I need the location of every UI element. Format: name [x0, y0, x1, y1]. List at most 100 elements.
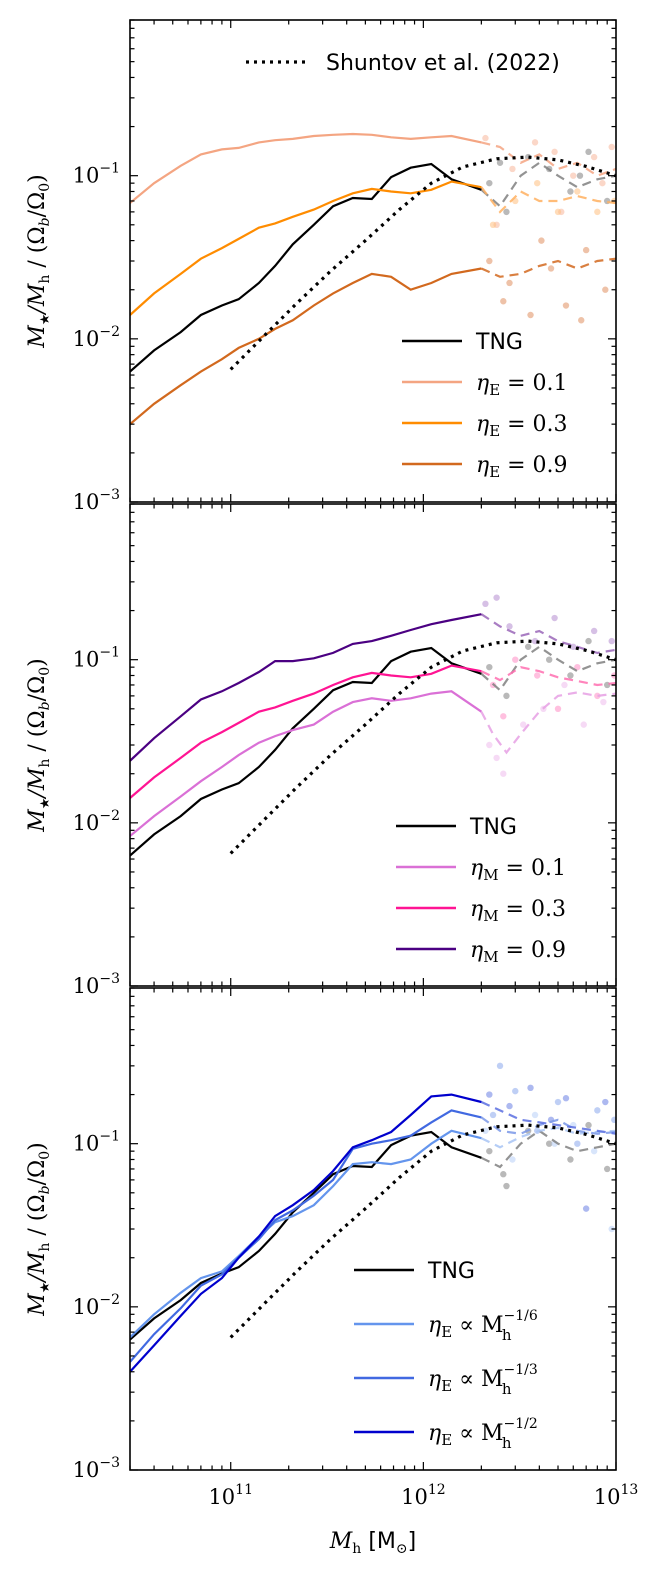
scatter-point: [489, 221, 497, 229]
reference-legend-label: Shuntov et al. (2022): [326, 51, 560, 76]
scatter-point: [602, 286, 609, 293]
scatter-point: [608, 143, 615, 151]
legend-label: TNG: [475, 330, 523, 355]
scatter-point: [503, 1182, 510, 1190]
scatter-point: [482, 600, 489, 608]
scatter-point: [594, 692, 601, 700]
scatter-point: [611, 1116, 616, 1124]
legend-label: ηE ∝ M−1/6 h: [428, 1308, 538, 1344]
scatter-point: [500, 713, 507, 720]
legend-bottom: TNG ηE ∝ M−1/6 h ηE ∝ M−1/3 h ηE ∝ M−1/2 h: [354, 1259, 538, 1452]
y-tick-label: 10−2: [73, 808, 120, 835]
y-axis-label: M★/Mh / (Ωb/Ω0): [25, 658, 53, 833]
scatter-point: [534, 672, 541, 679]
y-tick-label: 10−3: [73, 487, 120, 514]
scatter-point: [531, 1111, 539, 1119]
scatter-point: [512, 1087, 519, 1095]
scatter-point: [554, 208, 562, 216]
y-tick-label: 10−1: [73, 161, 120, 188]
scatter-point: [585, 637, 592, 645]
series-line: [130, 646, 482, 857]
scatter-point: [585, 1121, 592, 1129]
scatter-point: [500, 298, 507, 305]
scatter-point: [493, 754, 500, 762]
scatter-point: [570, 172, 577, 179]
dashed-series-line: [480, 257, 616, 278]
legend-label: ηE ∝ M−1/3 h: [428, 1362, 538, 1398]
scatter-point: [582, 1205, 590, 1212]
panel-top: 10−3 10−2 10−1 M★/Mh / (Ωb/Ω0) TNG ηE = 0.1 ηE…: [25, 19, 617, 514]
y-axis-label: M★/Mh / (Ωb/Ω0): [25, 174, 53, 349]
legend-label: TNG: [427, 1259, 475, 1284]
scatter-point: [582, 246, 590, 254]
scatter-point: [531, 139, 539, 146]
legend-label: ηE = 0.3: [476, 412, 568, 440]
dashed-series-line: [480, 1116, 616, 1135]
legend-label: TNG: [469, 815, 517, 840]
series-line: [130, 690, 483, 837]
y-tick-label: 10−3: [73, 1455, 120, 1482]
panel-middle: 10−3 10−2 10−1 M★/Mh / (Ωb/Ω0) TNG ηM = 0.1 ηM…: [25, 503, 617, 998]
scatter-point: [561, 681, 568, 689]
legend-label: ηM = 0.1: [470, 856, 566, 884]
series-line: [130, 180, 482, 316]
reference-dotted-line: [229, 639, 616, 855]
legend-label: ηM = 0.3: [470, 897, 566, 925]
x-tick-label: 1012: [401, 1482, 446, 1509]
scatter-point: [486, 1091, 493, 1098]
dashed-series-line: [480, 666, 616, 687]
scatter-point: [585, 148, 592, 156]
series-line: [130, 1129, 482, 1339]
scatter-point: [486, 741, 493, 749]
scatter-point: [486, 1147, 493, 1155]
scatter-point: [580, 721, 587, 728]
scatter-point: [603, 1165, 611, 1173]
scatter-point: [551, 148, 558, 156]
scatter-point: [574, 1140, 581, 1147]
series-line: [130, 1093, 482, 1373]
scatter-point: [590, 1147, 598, 1155]
scatter-point: [506, 623, 513, 630]
scatter-point: [527, 1084, 534, 1092]
plot-area-middle: [130, 594, 616, 857]
scatter-point: [534, 179, 541, 187]
scatter-point: [482, 134, 489, 142]
dashed-series-line: [480, 186, 616, 214]
scatter-point: [554, 705, 562, 713]
scatter-point: [602, 1098, 609, 1106]
scatter-point: [576, 172, 584, 179]
scatter-point: [509, 165, 516, 173]
x-tick-label: 1013: [594, 1482, 639, 1509]
scatter-point: [506, 1102, 513, 1110]
scatter-point: [594, 208, 601, 216]
scatter-point: [562, 302, 570, 309]
scatter-point: [545, 656, 553, 663]
scatter-point: [506, 279, 513, 287]
reference-dotted-line: [229, 155, 616, 371]
legend-label: ηM = 0.9: [470, 938, 566, 966]
scatter-point: [570, 643, 577, 650]
reference-dotted-line: [229, 1123, 616, 1339]
legend-middle: TNG ηM = 0.1 ηM = 0.3 ηM = 0.9: [396, 815, 566, 966]
series-line: [130, 664, 482, 799]
dashed-series-line: [480, 645, 616, 692]
legend-label: ηE = 0.1: [476, 371, 568, 399]
y-tick-label: 10−3: [73, 971, 120, 998]
scatter-point: [486, 179, 493, 187]
scatter-point: [600, 698, 607, 706]
scatter-point: [590, 627, 598, 635]
y-axis-label: M★/Mh / (Ωb/Ω0): [25, 1142, 53, 1317]
scatter-point: [503, 208, 510, 216]
scatter-point: [486, 663, 493, 671]
plot-frame: [129, 987, 617, 1471]
series-line: [130, 162, 482, 373]
panel-bottom: 10−3 10−2 10−1 M★/Mh / (Ωb/Ω0) TNG ηE ∝ M−1/6…: [25, 987, 639, 1557]
scatter-point: [551, 614, 558, 622]
series-line: [130, 132, 482, 204]
dashed-series-line: [480, 161, 616, 208]
scatter-point: [509, 1156, 516, 1163]
legend-label: ηE ∝ M−1/2 h: [428, 1416, 538, 1452]
scatter-point: [578, 317, 585, 324]
scatter-point: [538, 237, 545, 244]
